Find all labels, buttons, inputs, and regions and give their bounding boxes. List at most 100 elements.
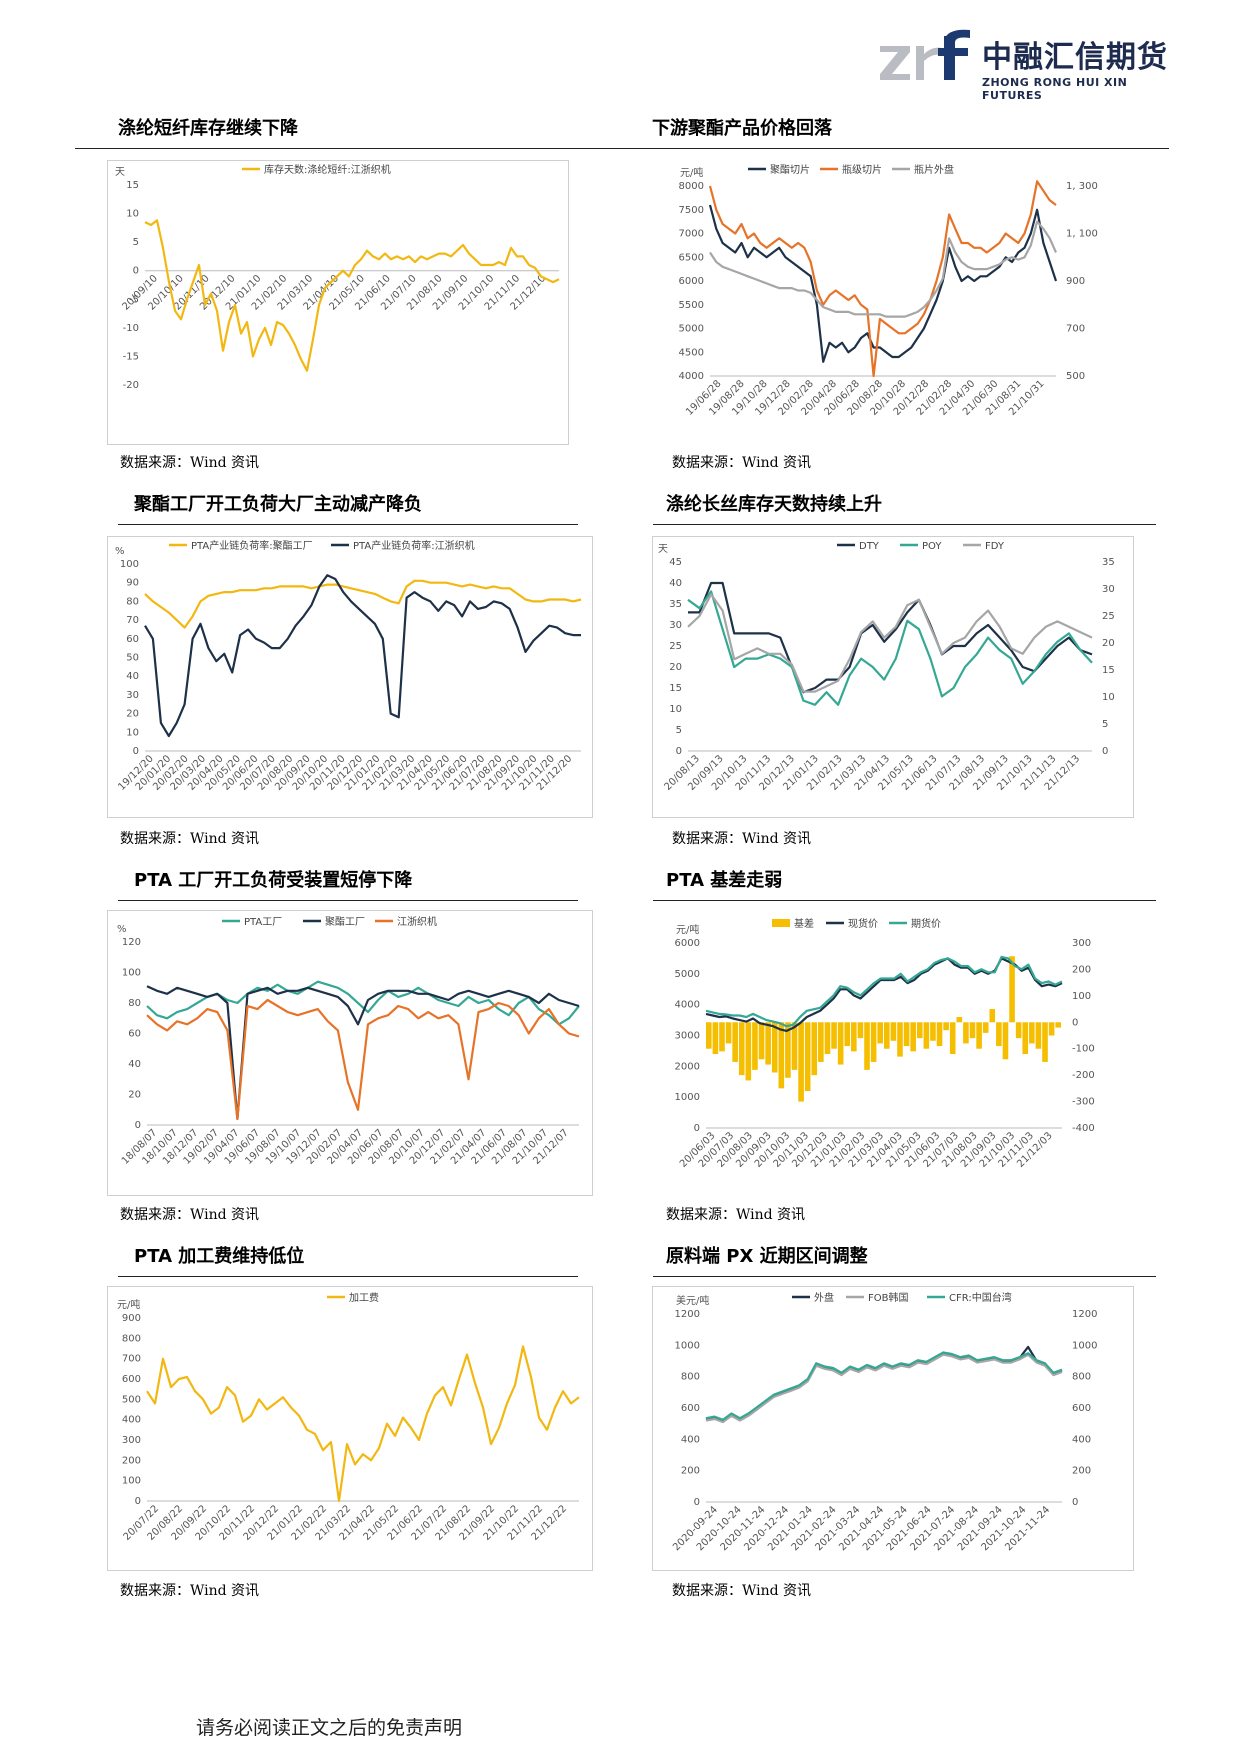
y-tick-label: 7500 <box>679 205 704 216</box>
y-tick-label: 50 <box>126 653 139 664</box>
basis-bar <box>1009 956 1015 1023</box>
y-tick-label: 35 <box>669 599 682 610</box>
legend-label: POY <box>922 541 942 552</box>
basis-bar <box>969 1022 976 1039</box>
basis-bar <box>923 1022 930 1049</box>
y-tick-label: 70 <box>126 615 139 626</box>
section-title-5: PTA 工厂开工负荷受装置短停下降 <box>134 870 413 891</box>
y-tick-label: 1000 <box>675 1340 700 1351</box>
basis-bar <box>758 1022 765 1060</box>
disclaimer-note: 请务必阅读正文之后的免责声明 <box>196 1717 463 1739</box>
y-tick-label: 20 <box>669 662 682 673</box>
data-source-6: 数据来源：Wind 资讯 <box>666 1207 806 1223</box>
y2-tick-label: 0 <box>1102 746 1108 757</box>
basis-bar <box>857 1022 864 1039</box>
y-tick-label: 25 <box>669 641 682 652</box>
y-tick-label: -15 <box>123 351 139 362</box>
section-divider <box>653 524 1156 525</box>
y-tick-label: 20 <box>128 1090 141 1101</box>
logo-english-name: ZHONG RONG HUI XIN FUTURES <box>982 76 1128 102</box>
chart-svg: 1200 1000 800 600 400 200 0 美元/吨 1200 1000 800 600 4… <box>671 1291 1097 1553</box>
y2-tick-label: 35 <box>1102 557 1115 568</box>
series-line <box>705 1345 1063 1422</box>
y2-tick-label: 30 <box>1102 584 1115 595</box>
data-source-2: 数据来源：Wind 资讯 <box>672 455 812 471</box>
basis-bar <box>1055 1022 1061 1028</box>
basis-bar <box>916 1022 923 1039</box>
y-tick-label: 0 <box>135 1496 141 1507</box>
section-title-6: PTA 基差走弱 <box>666 870 783 891</box>
basis-bar <box>877 1022 883 1044</box>
basis-bar <box>706 1022 712 1049</box>
basis-bar <box>936 1022 943 1047</box>
section-title-7: PTA 加工费维持低位 <box>134 1246 305 1267</box>
series-line <box>144 579 582 629</box>
y-tick-label: 3000 <box>675 1031 700 1042</box>
y2-tick-label: -100 <box>1072 1044 1095 1055</box>
chart-polyester-load: 100 90 80 70 60 50 40 30 20 10 0% 19/12/20 20/01/20 2… <box>107 536 593 818</box>
basis-bar <box>884 1022 890 1049</box>
y-tick-label: 0 <box>694 1123 700 1134</box>
y2-tick-label: 15 <box>1102 665 1115 676</box>
chart-svg: 120100806040200%18/08/0718/10/0718/12/07… <box>117 915 580 1167</box>
section-divider <box>75 148 1169 149</box>
chart-svg: 1009080706050403020100%19/12/2020/01/202… <box>115 539 582 793</box>
basis-bar <box>732 1022 738 1062</box>
basis-bar <box>712 1022 719 1054</box>
basis-bar <box>738 1022 745 1076</box>
basis-bar <box>1029 1022 1035 1044</box>
legend-label: 加工费 <box>349 1291 379 1304</box>
y-tick-label: 8000 <box>679 181 704 192</box>
basis-bar <box>976 1022 982 1049</box>
section-title-1: 涤纶短纤库存继续下降 <box>118 118 298 139</box>
y-tick-label: 4000 <box>679 371 704 382</box>
y-tick-label: 60 <box>128 1029 141 1040</box>
basis-bar <box>745 1022 752 1081</box>
y-axis-unit: 元/吨 <box>117 1298 140 1311</box>
y-tick-label: 5 <box>676 725 682 736</box>
series-line <box>146 980 580 1026</box>
y2-tick-label: 20 <box>1102 638 1115 649</box>
y-tick-label: 5500 <box>679 300 704 311</box>
chart-pta-load: 120 100 80 60 40 20 0% 18/08/07 18/10/07 18/12/07… <box>107 910 593 1196</box>
legend-label: 库存天数:涤纶短纤:江浙织机 <box>264 163 391 176</box>
section-title-2: 下游聚酯产品价格回落 <box>652 118 832 139</box>
y-axis-unit: 天 <box>115 167 125 178</box>
basis-bar <box>804 1022 811 1091</box>
chart-pta-processing-fee: 900 800 700 600 500 400 300 200 100 0 元/吨 20/07/22 2… <box>107 1286 593 1571</box>
legend-label: FOB韩国 <box>868 1291 908 1304</box>
basis-bar <box>910 1022 916 1052</box>
basis-bar <box>1015 1022 1022 1039</box>
logo-chinese-name: 中融汇信期货 <box>982 40 1168 75</box>
y-tick-label: 0 <box>133 266 139 277</box>
y-axis-unit: 元/吨 <box>676 923 699 936</box>
y-tick-label: 5000 <box>679 324 704 335</box>
y-axis-unit: 天 <box>658 544 668 555</box>
y-tick-label: 800 <box>681 1372 700 1383</box>
legend-label: 江浙织机 <box>397 915 437 928</box>
y-tick-label: 0 <box>133 746 139 757</box>
y-tick-label: 15 <box>669 683 682 694</box>
legend-label: 现货价 <box>848 917 878 930</box>
y2-tick-label: 1000 <box>1072 1340 1097 1351</box>
y-tick-label: 5 <box>133 237 139 248</box>
chart-filament-inventory: 45 40 35 30 25 20 15 10 5 0 天 35 30 25 20 15 10 5 0 20/08/1… <box>652 536 1134 818</box>
series-line <box>146 998 580 1120</box>
chart-pta-basis: 6000 5000 4000 3000 2000 1000 0 元/吨 300 200 100 0 -1… <box>652 910 1122 1195</box>
y2-tick-label: 300 <box>1072 938 1091 949</box>
legend-label: 基差 <box>794 917 814 930</box>
y-tick-label: 10 <box>126 209 139 220</box>
series-line <box>708 204 1058 363</box>
chart-px-price: 1200 1000 800 600 400 200 0 美元/吨 1200 1000 800 600 4… <box>652 1286 1134 1571</box>
y2-tick-label: -200 <box>1072 1070 1095 1081</box>
y2-tick-label: -300 <box>1072 1097 1095 1108</box>
y-tick-label: 6000 <box>679 276 704 287</box>
series-line <box>144 574 581 738</box>
y2-tick-label: -400 <box>1072 1123 1095 1134</box>
basis-bar <box>719 1022 725 1052</box>
y-tick-label: 20 <box>126 709 139 720</box>
section-divider <box>118 524 578 525</box>
y2-tick-label: 200 <box>1072 964 1091 975</box>
y-tick-label: 0 <box>135 1120 141 1131</box>
y-tick-label: 500 <box>122 1394 141 1405</box>
